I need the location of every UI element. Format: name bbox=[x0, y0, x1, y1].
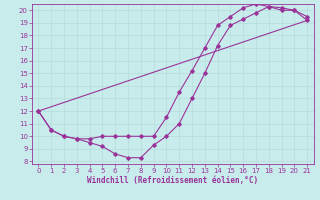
X-axis label: Windchill (Refroidissement éolien,°C): Windchill (Refroidissement éolien,°C) bbox=[87, 176, 258, 185]
